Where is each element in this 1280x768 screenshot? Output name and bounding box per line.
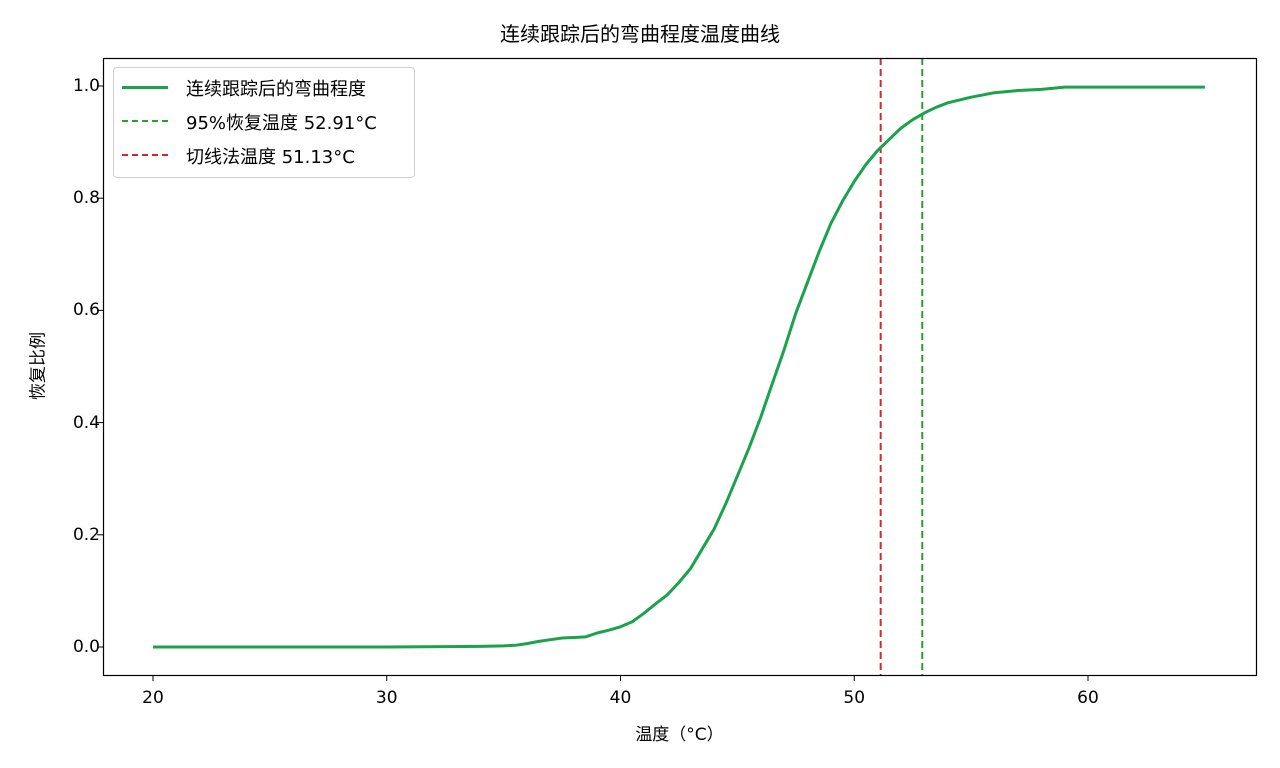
x-tick-label: 30 [375, 688, 398, 708]
y-tick-label: 0.2 [72, 524, 100, 545]
legend-item-95-recovery: 95%恢复温度 52.91°C [114, 106, 414, 136]
x-tick-label: 40 [609, 688, 632, 708]
y-tick-label: 0.8 [72, 188, 100, 209]
x-tick-label: 20 [142, 688, 164, 708]
legend: 连续跟踪后的弯曲程度 95%恢复温度 52.91°C 切线法温度 51.13°C [113, 67, 415, 178]
legend-label: 切线法温度 51.13°C [186, 147, 355, 168]
y-tick-label: 0.4 [72, 412, 100, 433]
legend-label: 连续跟踪后的弯曲程度 [186, 79, 366, 100]
legend-item-curve: 连续跟踪后的弯曲程度 [114, 72, 414, 102]
dashed-line-swatch-icon [122, 120, 168, 122]
x-tick-label: 50 [843, 688, 866, 708]
legend-label: 95%恢复温度 52.91°C [186, 113, 377, 134]
chart-title: 连续跟踪后的弯曲程度温度曲线 [500, 22, 780, 46]
x-tick-label: 60 [1077, 688, 1099, 708]
x-axis-ticks [152, 675, 1089, 681]
y-axis-label: 恢复比例 [28, 332, 49, 400]
y-tick-label: 1.0 [72, 76, 100, 96]
y-axis-ticks [97, 85, 103, 648]
dashed-line-swatch-icon [122, 154, 168, 156]
legend-item-tangent: 切线法温度 51.13°C [114, 140, 414, 170]
x-axis-label: 温度（°C） [635, 725, 724, 745]
plot-area-frame [102, 57, 1258, 677]
reference-lines [879, 58, 924, 675]
solid-line-swatch-icon [122, 86, 168, 89]
recovery-curve [153, 85, 1205, 649]
y-tick-label: 0.0 [72, 637, 100, 657]
y-tick-label: 0.6 [72, 300, 100, 321]
